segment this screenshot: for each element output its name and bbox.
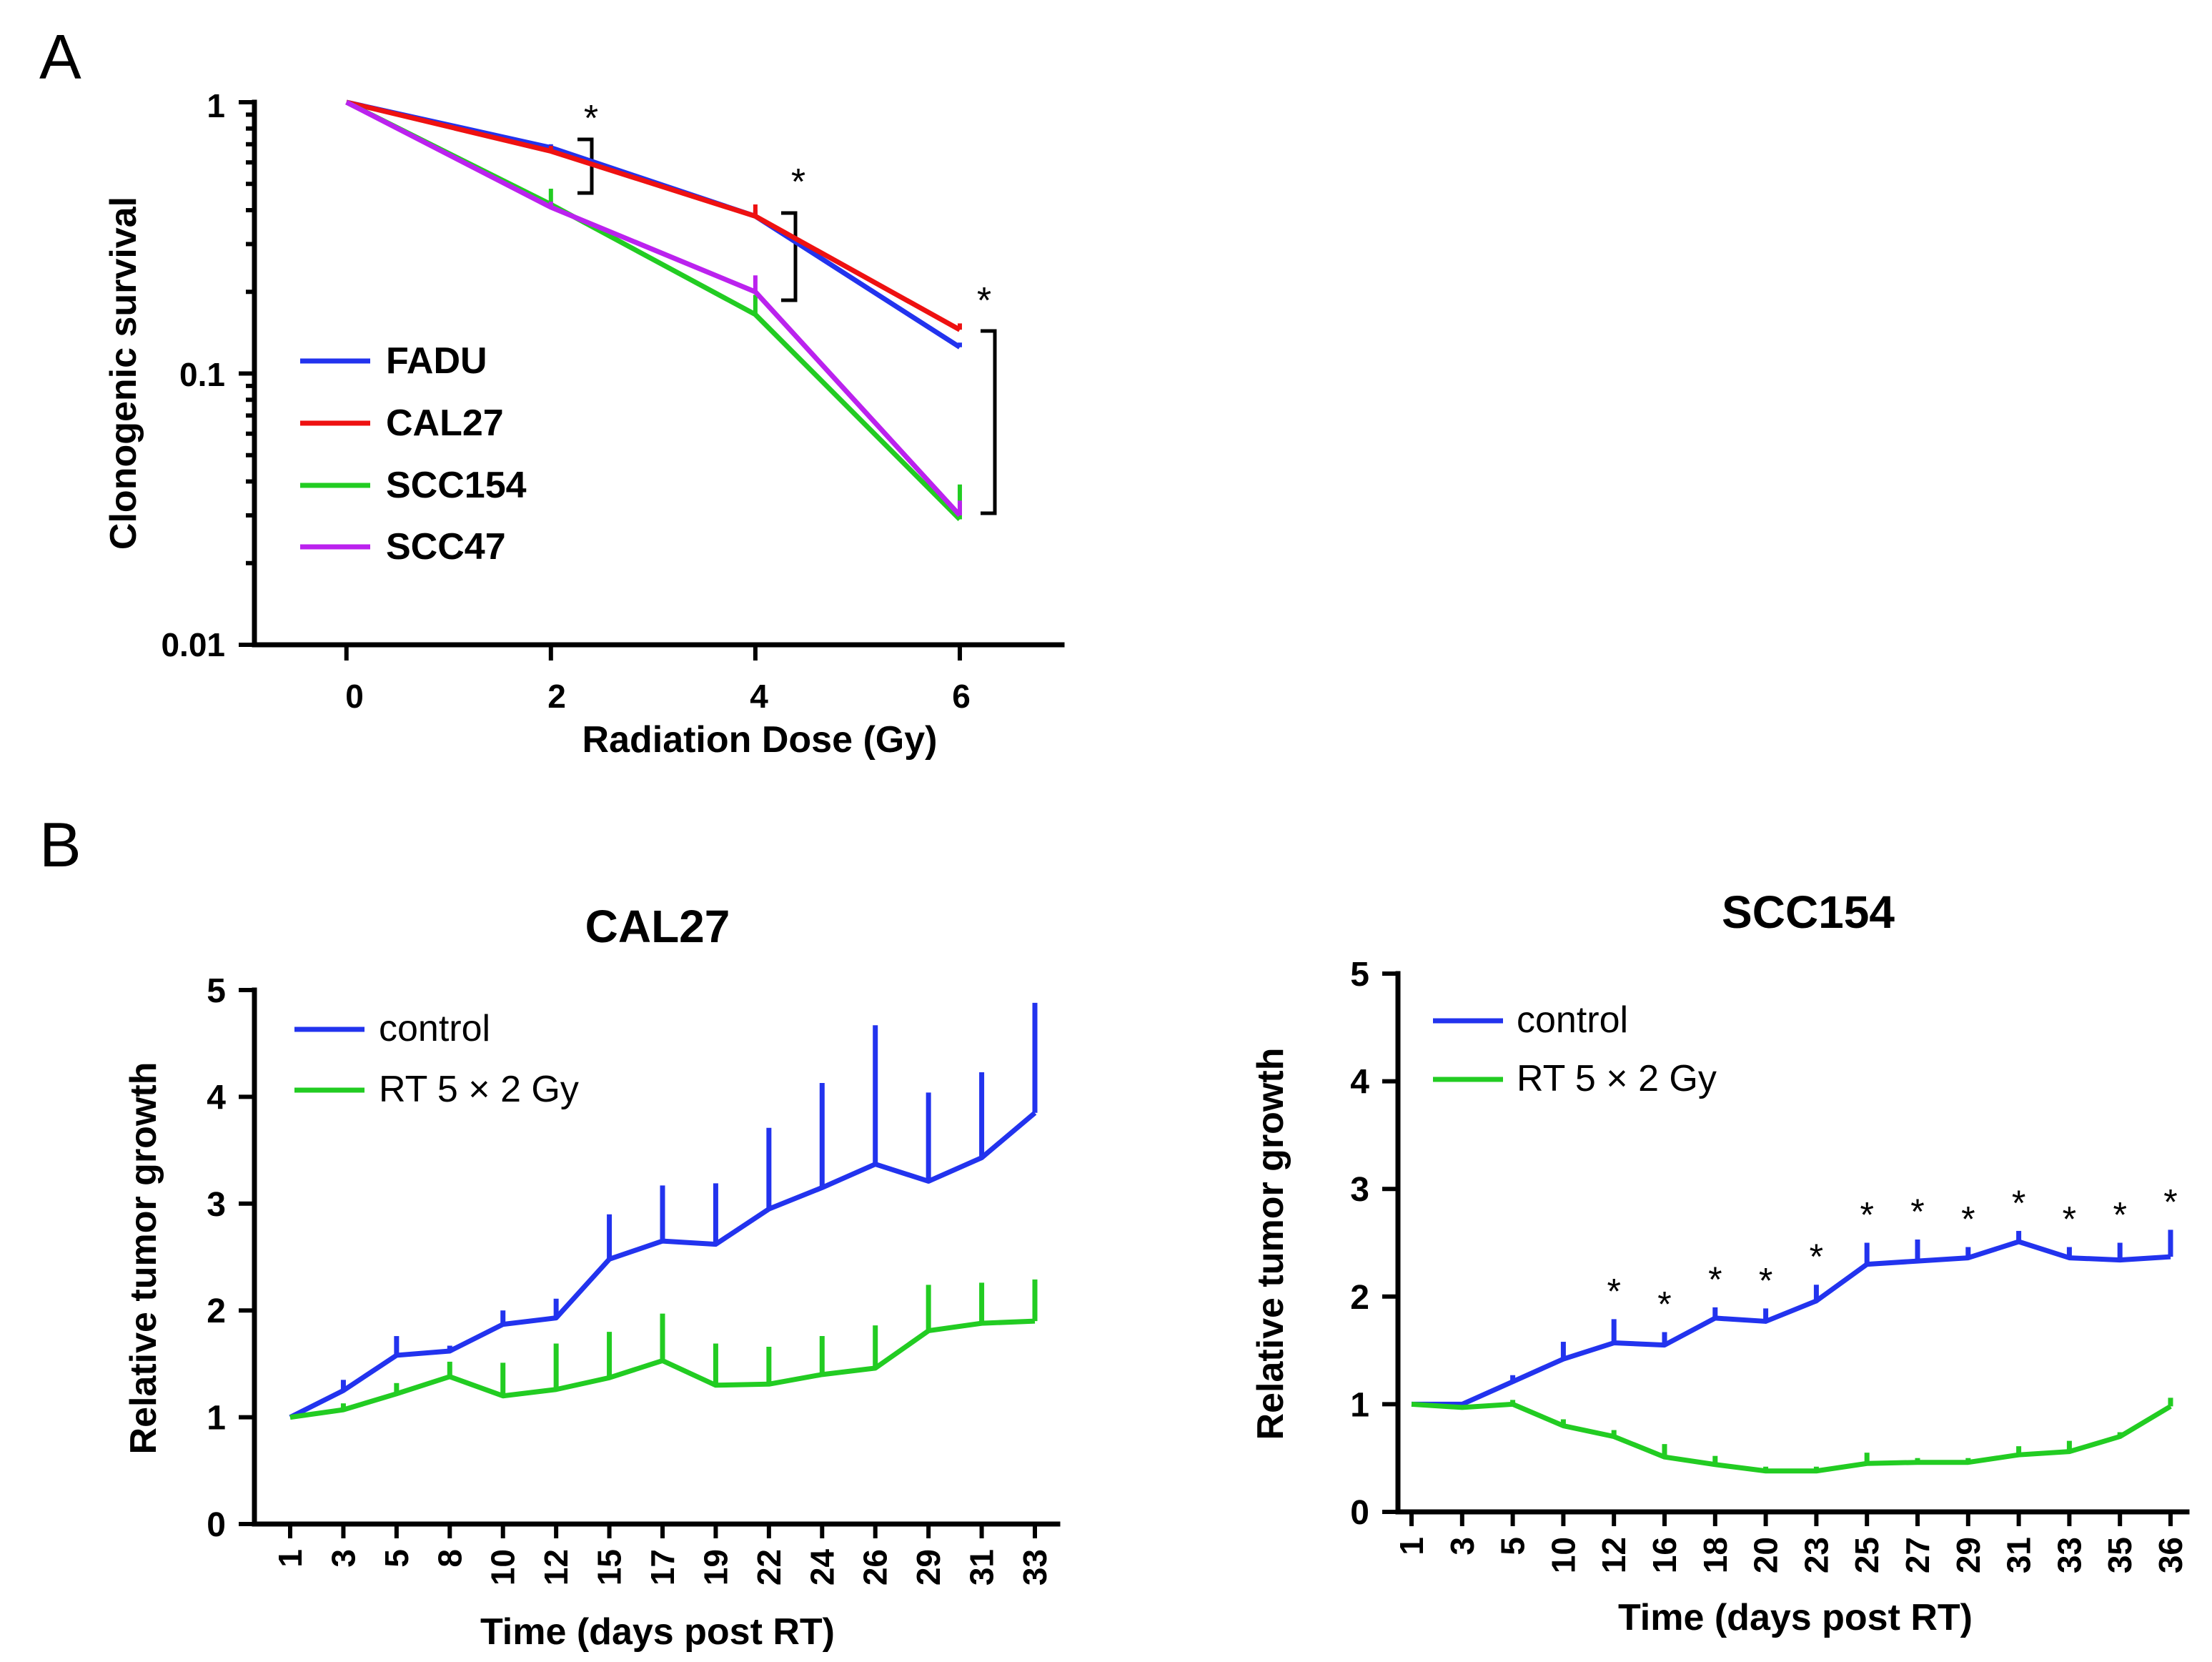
x-tick-label: 3 [324,1549,362,1568]
x-tick-label: 17 [644,1549,681,1586]
chart-a: Radiation Dose (Gy) Clonogenic survival … [103,87,1065,761]
x-tick-label: 15 [591,1549,628,1586]
x-tick-label: 25 [1848,1537,1885,1573]
chart-a-x-tick-label: 4 [750,678,768,715]
chart-b-cal27-title: CAL27 [585,901,730,952]
legend-label-rt: RT 5 × 2 Gy [379,1069,579,1110]
panel-a-label: A [39,21,81,92]
significance-asterisk: * [2063,1199,2076,1240]
series-line-control [289,1111,1037,1420]
x-tick-label: 26 [857,1549,894,1586]
significance-bracket [981,329,997,515]
significance-asterisk: * [791,162,805,203]
x-tick-label: 12 [1595,1537,1632,1573]
y-tick-label: 2 [207,1292,226,1330]
legend-label-fadu: FADU [386,340,487,382]
significance-asterisk: * [1810,1237,1823,1277]
significance-bracket [577,137,594,195]
series-line-cal27 [345,99,961,332]
y-tick-label: 5 [207,972,226,1010]
y-tick-label: 0 [207,1506,226,1544]
significance-asterisk: * [1708,1260,1722,1300]
x-tick-label: 24 [803,1549,840,1586]
x-tick-label: 36 [2152,1537,2189,1573]
chart-b-cal27: CAL27 Time (days post RT) Relative tumor… [123,901,1061,1653]
chart-b-scc154-y-label: Relative tumor growth [1250,1048,1291,1440]
legend-label-rt: RT 5 × 2 Gy [1517,1058,1717,1099]
series-line-control [1412,1239,2171,1407]
x-tick-label: 29 [910,1549,947,1586]
significance-asterisk: * [1607,1271,1620,1311]
legend-label-scc154: SCC154 [386,465,527,506]
y-tick-label: 4 [1350,1064,1369,1102]
x-tick-label: 23 [1797,1537,1835,1573]
x-tick-label: 33 [1016,1549,1053,1586]
y-tick-label: 3 [1350,1171,1369,1209]
x-tick-label: 18 [1697,1537,1734,1573]
x-tick-label: 31 [963,1549,1001,1586]
x-tick-label: 35 [2101,1537,2138,1573]
series-line-fadu [345,99,961,350]
x-tick-label: 31 [2000,1537,2038,1573]
significance-bracket [781,211,798,302]
x-tick-label: 5 [1494,1537,1532,1555]
x-tick-label: 1 [272,1549,309,1568]
legend-label-scc47: SCC47 [386,526,506,568]
significance-asterisk: * [977,280,991,322]
series-line-scc154 [345,99,962,521]
chart-b-scc154: SCC154 Time (days post RT) Relative tumo… [1250,886,2190,1638]
series-line-rt [289,1318,1036,1420]
significance-asterisk: * [1910,1192,1924,1232]
y-tick-label: 5 [1350,956,1369,994]
x-tick-label: 10 [1544,1537,1582,1573]
x-tick-label: 19 [697,1549,734,1586]
x-tick-label: 20 [1747,1537,1785,1573]
legend-label-control: control [1517,999,1628,1041]
y-tick-label: 4 [207,1079,226,1117]
significance-asterisk: * [584,98,598,139]
significance-asterisk: * [1657,1284,1671,1324]
y-tick-label: 1 [1350,1386,1369,1424]
significance-asterisk: * [2012,1183,2025,1223]
chart-a-x-tick-label: 2 [547,678,566,715]
x-tick-label: 5 [378,1549,415,1568]
chart-b-scc154-title: SCC154 [1722,886,1895,938]
chart-a-y-label: Clonogenic survival [103,197,144,550]
series-line-rt [1411,1401,2172,1474]
chart-b-scc154-x-label: Time (days post RT) [1618,1597,1973,1638]
x-tick-label: 33 [2050,1537,2088,1573]
y-tick-label: 2 [1350,1279,1369,1317]
legend-label-control: control [379,1008,490,1049]
y-tick-label: 0 [1350,1494,1369,1532]
chart-a-x-label: Radiation Dose (Gy) [582,719,938,761]
x-tick-label: 12 [537,1549,575,1586]
chart-b-cal27-y-label: Relative tumor growth [123,1062,164,1455]
chart-a-x-tick-label: 6 [952,678,971,715]
significance-asterisk: * [1961,1199,1975,1240]
significance-asterisk: * [2163,1182,2177,1222]
chart-a-y-tick-label: 0.01 [161,626,225,663]
x-tick-label: 1 [1393,1537,1430,1555]
panel-b-label: B [39,809,81,880]
x-tick-label: 3 [1444,1537,1481,1555]
significance-asterisk: * [1759,1260,1772,1300]
chart-a-y-tick-label: 0.1 [179,356,225,393]
significance-asterisk: * [2113,1195,2126,1235]
y-tick-label: 1 [207,1400,226,1438]
x-tick-label: 16 [1646,1537,1683,1573]
x-tick-label: 8 [431,1549,468,1568]
chart-b-cal27-x-label: Time (days post RT) [480,1611,835,1653]
legend-label-cal27: CAL27 [386,402,504,444]
x-tick-label: 22 [750,1549,788,1586]
x-tick-label: 10 [485,1549,522,1586]
x-tick-label: 27 [1899,1537,1936,1573]
chart-a-y-tick-label: 1 [207,87,225,124]
chart-a-x-tick-label: 0 [345,678,364,715]
significance-asterisk: * [1860,1195,1873,1235]
series-line-scc47 [345,99,962,518]
x-tick-label: 29 [1950,1537,1987,1573]
y-tick-label: 3 [207,1186,226,1224]
